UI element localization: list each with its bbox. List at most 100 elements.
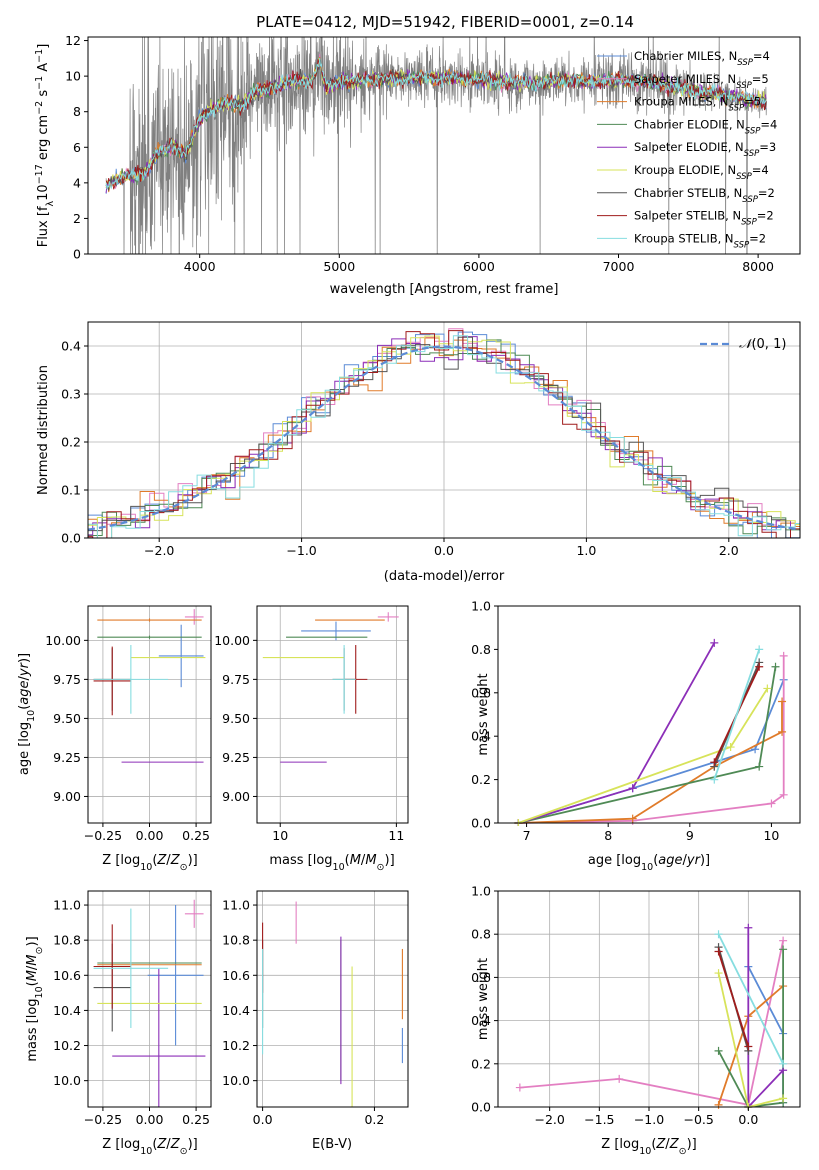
point-marker [710, 758, 719, 767]
y-tick-label: 9.00 [222, 789, 250, 804]
axes-frame [87, 890, 212, 1108]
point-marker [515, 1083, 524, 1092]
errorbar-salpeter-miles [377, 612, 399, 622]
weight-lines [514, 638, 788, 826]
plot-area-age-vs-mass [257, 606, 408, 823]
legend: Chabrier MILES, NSSP=4 Salpeter MILES, NS… [597, 49, 777, 250]
x-tick-label: 8000 [742, 259, 774, 274]
y-tick-label: 0.2 [471, 1056, 491, 1071]
legend-entry-kroupa-elodie: Kroupa ELODIE, NSSP=4 [634, 163, 769, 182]
point-marker [778, 697, 787, 706]
y-tick-label: 0.4 [471, 729, 491, 744]
point-marker [628, 814, 637, 823]
histograms [88, 328, 800, 538]
series-line [518, 655, 785, 824]
y-tick-label: 1.0 [471, 599, 491, 614]
histogram-chabrier-stelib [88, 336, 800, 538]
x-axis-label: Z [log10(Z/Z⊙)] [102, 853, 197, 873]
series-kroupa-stelib [714, 930, 788, 1068]
point-marker [755, 645, 764, 654]
y-tick-label: 10.2 [53, 1038, 81, 1053]
errorbar-salpeter-miles [184, 899, 204, 928]
panel-mass-vs-EBV: 0.0 0.2 10.0 10.2 10.4 10.6 10.8 11.0 E(B-V) [222, 890, 409, 1152]
y-axis-label: Normed distribution [36, 365, 51, 495]
y-tick-label: 10.00 [45, 633, 81, 648]
x-tick-label: −1.0 [634, 1112, 664, 1127]
legend-entry-salpeter-stelib: Salpeter STELIB, NSSP=2 [634, 209, 774, 228]
y-tick-label: 10.8 [222, 933, 250, 948]
series-line [717, 951, 750, 1047]
series-kroupa-stelib [710, 645, 764, 784]
plot-area-spectrum [105, 37, 767, 254]
y-tick-label: 0.6 [471, 970, 491, 985]
legend-entry-salpeter-miles: Salpeter MILES, NSSP=5 [634, 72, 769, 91]
x-tick-label: −0.25 [84, 828, 122, 843]
point-marker [710, 775, 719, 784]
series-line [717, 972, 784, 1109]
series-line [519, 940, 784, 1106]
point-marker [779, 1094, 788, 1103]
y-tick-label: 9.50 [53, 711, 81, 726]
errorbar-salpeter-elodie [112, 968, 206, 1107]
y-tick-label: 0.4 [61, 339, 81, 354]
point-marker [779, 1059, 788, 1068]
x-tick-label: −0.5 [683, 1112, 713, 1127]
series-normal-distribution [88, 345, 800, 531]
y-tick-label: 9.75 [53, 672, 81, 687]
panel-age-vs-Z: −0.25 0.00 0.25 9.00 9.25 9.50 9.75 10.00 Z [log… [17, 605, 212, 873]
x-tick-label: 0.2 [364, 1112, 384, 1127]
x-tick-label: 9 [686, 828, 694, 843]
y-tick-label: 0.8 [471, 642, 491, 657]
y-tick-label: 10.6 [53, 968, 81, 983]
errorbar-kroupa-stelib [93, 908, 169, 1028]
plot-area-mass-vs-EBV [257, 891, 408, 1107]
x-tick-label: 6000 [463, 259, 495, 274]
errorbar-chabrier-miles [147, 905, 204, 1046]
x-tick-label: 2.0 [719, 543, 739, 558]
point-marker [755, 662, 764, 671]
point-marker [726, 743, 735, 752]
y-tick-label: 0.0 [471, 1100, 491, 1115]
legend-entry-chabrier-elodie: Chabrier ELODIE, NSSP=4 [634, 117, 777, 136]
x-tick-label: 7 [523, 828, 531, 843]
point-marker [771, 662, 780, 671]
y-tick-label: 0.3 [61, 387, 81, 402]
y-tick-label: 0.0 [471, 816, 491, 831]
point-marker [615, 1074, 624, 1083]
y-axis-label: mass weight [476, 673, 491, 755]
errorbar-salpeter-miles [184, 609, 204, 625]
point-marker [714, 1100, 723, 1109]
y-tick-label: 8 [73, 104, 81, 119]
y-tick-label: 11.0 [222, 898, 250, 913]
errorbars [262, 901, 403, 1107]
plot-area-mass-vs-Z [88, 891, 211, 1107]
x-tick-label: 0.0 [253, 1112, 273, 1127]
errorbar-chabrier-elodie [97, 635, 202, 639]
y-tick-label: 0.6 [471, 685, 491, 700]
series-kroupa-stelib [105, 58, 767, 190]
panel-weight-vs-Z: −2.0 −1.5 −1.0 −0.5 0.0 0.0 0.2 0.4 0.6 0.8 1.0 Z [… [471, 884, 801, 1157]
y-tick-label: 0.4 [471, 1013, 491, 1028]
x-axis-label: age [log10(age/yr)] [588, 853, 710, 873]
y-axis-label: age [log10(age/yr)] [17, 653, 37, 775]
series-chabrier-miles [514, 675, 788, 826]
x-tick-label: 0.0 [738, 1112, 758, 1127]
x-tick-label: 0.25 [182, 828, 210, 843]
y-tick-label: 0.2 [61, 435, 81, 450]
weight-lines [515, 923, 788, 1110]
x-tick-label: 4000 [184, 259, 216, 274]
y-tick-label: 1.0 [471, 884, 491, 899]
y-tick-label: 0.2 [471, 772, 491, 787]
point-marker [744, 1042, 753, 1051]
point-marker [714, 969, 723, 978]
y-tick-label: 12 [65, 33, 81, 48]
plot-area-weight-vs-age [514, 638, 788, 826]
point-marker [710, 638, 719, 647]
legend-entry-chabrier-stelib: Chabrier STELIB, NSSP=2 [634, 186, 775, 205]
series-line [717, 949, 784, 1108]
x-axis-label: Z [log10(Z/Z⊙)] [102, 1137, 197, 1157]
x-tick-label: 0.0 [434, 543, 454, 558]
point-marker [714, 930, 723, 939]
errorbar-kroupa-miles [97, 618, 202, 622]
